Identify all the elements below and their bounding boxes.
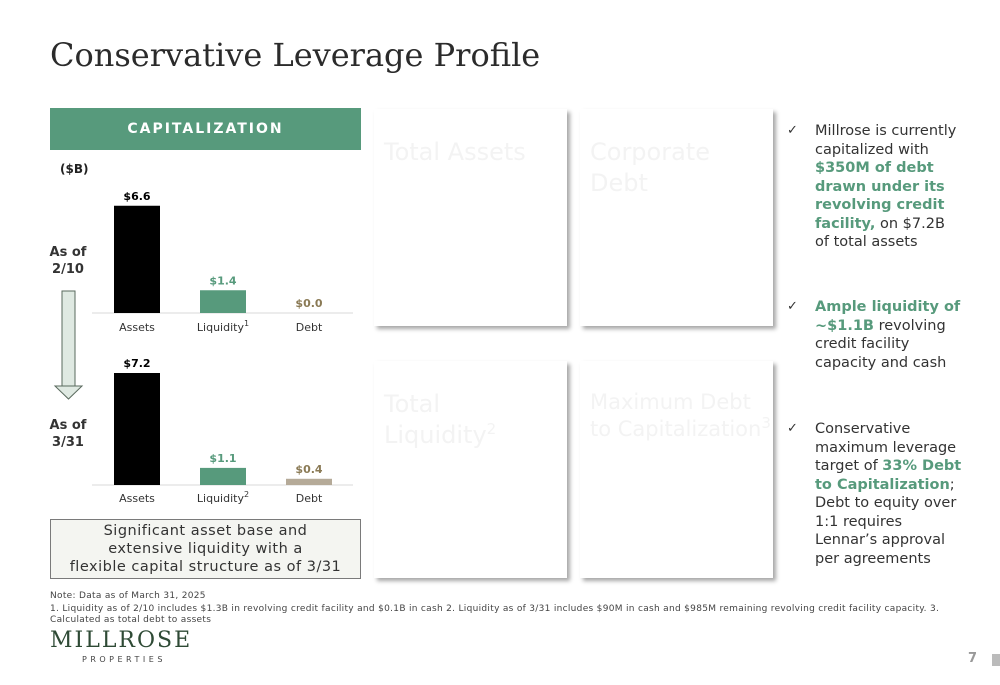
panel-label-3-31: As of 3/31 <box>49 418 87 450</box>
bar-value-label: $7.2 <box>123 357 150 370</box>
category-label: Assets <box>119 492 155 505</box>
down-arrow-icon <box>53 290 84 400</box>
tile-total-assets: Total Assets $7.2B <box>374 109 567 326</box>
page-number: 7 <box>968 651 978 666</box>
tile-max-debt-to-cap: Maximum Debt to Capitalization3 33% <box>580 361 773 578</box>
category-label: Debt <box>296 492 323 505</box>
chart-2-10: $6.6 Assets $1.4 Liquidity1 $0.0 Debt <box>92 190 353 334</box>
capitalization-caption: Significant asset base and extensive liq… <box>50 519 361 579</box>
bar-value-label: $6.6 <box>123 190 150 203</box>
category-label: Debt <box>296 321 323 334</box>
bar-liquidity <box>200 290 246 313</box>
tile-total-liquidity: Total Liquidity2 $1.1B <box>374 361 567 578</box>
category-label: Liquidity2 <box>197 490 249 505</box>
millrose-logo: MILLROSE <box>50 628 193 653</box>
footnote-marker: 1 <box>244 319 249 328</box>
checkmark-icon: ✓ <box>787 123 798 138</box>
category-label: Assets <box>119 321 155 334</box>
category-label: Liquidity1 <box>197 319 249 334</box>
bar-value-label: $0.0 <box>295 297 322 310</box>
checkmark-icon: ✓ <box>787 299 798 314</box>
bullet-capitalized: ✓ Millrose is currently capitalized with… <box>787 123 957 250</box>
footnote-marker: 2 <box>244 490 249 499</box>
bar-value-label: $1.4 <box>209 274 236 287</box>
capitalization-charts: $6.6 Assets $1.4 Liquidity1 $0.0 Debt $7.2 Ass… <box>53 190 353 505</box>
bar-assets <box>114 205 160 313</box>
bar-value-label: $0.4 <box>295 463 322 476</box>
panel-label-2-10: As of 2/10 <box>49 245 87 277</box>
footnote-liquidity: 1. Liquidity as of 2/10 includes $1.3B i… <box>50 604 940 614</box>
page-marker <box>992 654 1000 666</box>
millrose-logo-sub: PROPERTIES <box>82 655 166 664</box>
unit-label: ($B) <box>60 162 89 176</box>
bar-value-label: $1.1 <box>209 452 236 465</box>
tile-corporate-debt: Corporate Debt $350M <box>580 109 773 326</box>
page-title: Conservative Leverage Profile <box>50 36 541 74</box>
bar-liquidity <box>200 467 246 485</box>
chart-3-31: $7.2 Assets $1.1 Liquidity2 $0.4 Debt <box>92 357 353 505</box>
footnote-date: Note: Data as of March 31, 2025 <box>50 591 206 601</box>
checkmark-icon: ✓ <box>787 421 798 436</box>
bullet-leverage-target: ✓ Conservative maximum leverage target o… <box>787 421 962 567</box>
footnote-calc: Calculated as total debt to assets <box>50 615 212 625</box>
capitalization-header: CAPITALIZATION <box>50 108 361 150</box>
bullet-liquidity: ✓ Ample liquidity of ~$1.1B revolving cr… <box>787 299 961 371</box>
bar-assets <box>114 373 160 485</box>
bar-debt <box>286 478 332 485</box>
